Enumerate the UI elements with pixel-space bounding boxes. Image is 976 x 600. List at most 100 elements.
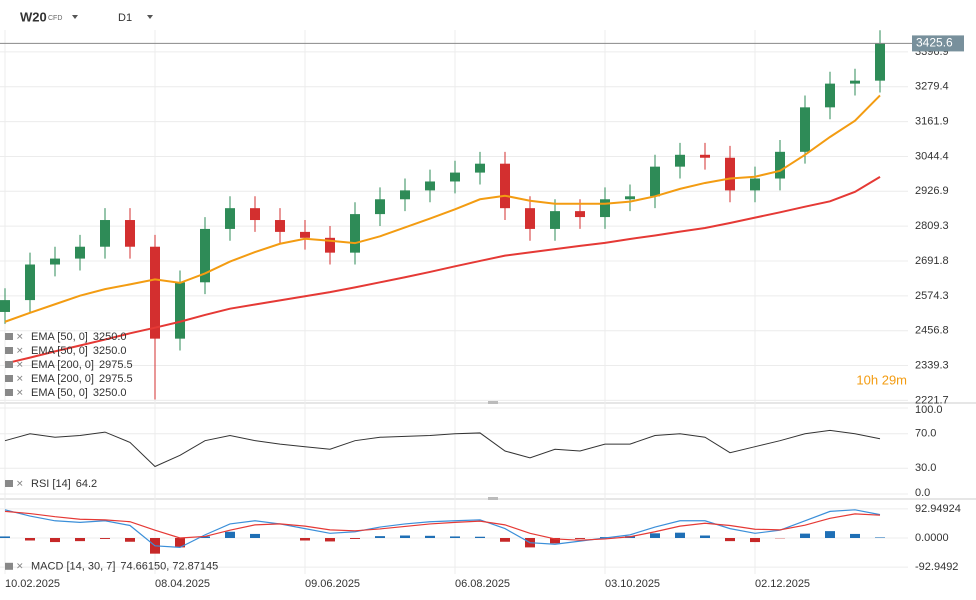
y-tick-label: 2926.9: [915, 185, 949, 197]
histogram-bar: [450, 536, 460, 538]
y-tick-label: 70.0: [915, 428, 936, 440]
y-tick-label: 3044.4: [915, 150, 949, 162]
histogram-bar: [800, 533, 810, 538]
legend-name: EMA [50, 0]: [31, 331, 88, 343]
histogram-bar: [300, 538, 310, 541]
histogram-bar: [75, 538, 85, 542]
x-tick-label: 09.06.2025: [305, 578, 360, 590]
y-tick-label: 100.0: [915, 404, 943, 416]
y-tick-label: 3279.4: [915, 81, 949, 93]
candle-body: [225, 208, 235, 229]
legend-close: ✕: [16, 331, 24, 341]
y-tick-label: 2456.8: [915, 325, 949, 337]
macd-line: [4, 510, 881, 541]
candle-body: [250, 208, 260, 221]
candle-body: [175, 282, 185, 339]
y-tick-label: -92.9492: [915, 561, 958, 573]
y-tick-label: 2221.7: [915, 394, 949, 406]
x-tick-label: 06.08.2025: [455, 578, 510, 590]
candle-body: [350, 214, 360, 253]
candle-body: [25, 264, 35, 301]
legend-close: ✕: [16, 373, 24, 383]
histogram-bar: [325, 538, 335, 542]
y-tick-label: 2691.8: [915, 255, 949, 267]
y-tick-label: 2339.3: [915, 359, 949, 371]
countdown: 10h 29m: [856, 372, 907, 387]
symbol-dropdown[interactable]: [72, 15, 78, 19]
timeframe[interactable]: D1: [118, 12, 132, 24]
pane-handle[interactable]: [488, 497, 498, 500]
legend-name: RSI [14]: [31, 478, 71, 490]
legend-icon: [5, 375, 13, 382]
legend-icon: [5, 562, 13, 570]
y-tick-label: 0.0: [915, 487, 930, 499]
legend-value: 2975.5: [99, 359, 133, 371]
histogram-bar: [400, 535, 410, 538]
histogram-bar: [250, 533, 260, 538]
histogram-bar: [750, 538, 760, 543]
histogram-bar: [225, 531, 235, 538]
histogram-bar: [875, 537, 885, 538]
candle-body: [750, 178, 760, 191]
candle-body: [50, 258, 60, 265]
histogram-bar: [125, 538, 135, 542]
candle-body: [75, 246, 85, 259]
y-tick-label: 2809.3: [915, 220, 949, 232]
candle-body: [875, 43, 885, 81]
legend-close: ✕: [16, 359, 24, 369]
x-tick-label: 10.02.2025: [5, 578, 60, 590]
candle-body: [625, 196, 635, 200]
badge: CFD: [48, 15, 62, 22]
legend-name: EMA [200, 0]: [31, 359, 94, 371]
candle-body: [550, 211, 560, 229]
y-tick-label: 92.94924: [915, 503, 961, 515]
pane-handle[interactable]: [488, 401, 498, 404]
legend-value: 3250.0: [93, 387, 127, 399]
candle-body: [850, 80, 860, 84]
candle-body: [825, 83, 835, 108]
symbol[interactable]: W20: [20, 9, 47, 24]
candle-body: [675, 154, 685, 167]
histogram-bar: [100, 538, 110, 539]
histogram-bar: [500, 538, 510, 542]
histogram-bar: [650, 533, 660, 538]
candle-body: [0, 300, 10, 312]
y-tick-label: 3161.9: [915, 116, 949, 128]
x-tick-label: 02.12.2025: [755, 578, 810, 590]
histogram-bar: [850, 533, 860, 538]
histogram-bar: [550, 538, 560, 544]
histogram-bar: [575, 538, 585, 539]
y-tick-label: 2574.3: [915, 290, 949, 302]
histogram-bar: [175, 538, 185, 548]
candle-body: [650, 166, 660, 197]
candle-body: [325, 237, 335, 253]
histogram-bar: [825, 531, 835, 538]
timeframe-dropdown[interactable]: [147, 15, 153, 19]
candle-body: [125, 220, 135, 247]
candle-body: [600, 199, 610, 218]
candle-body: [100, 220, 110, 247]
histogram-bar: [725, 538, 735, 542]
legend-icon: [5, 333, 13, 340]
candle-body: [375, 199, 385, 215]
candle-body: [700, 154, 710, 158]
legend-value: 64.2: [76, 478, 97, 490]
legend-icon: [5, 347, 13, 354]
legend-icon: [5, 361, 13, 368]
legend-value: 3250.0: [93, 331, 127, 343]
legend-name: MACD [14, 30, 7]: [31, 561, 115, 573]
legend-name: EMA [50, 0]: [31, 345, 88, 357]
candle-body: [400, 190, 410, 200]
candle-body: [450, 172, 460, 182]
price-label: 3425.6: [916, 36, 953, 50]
candle-body: [525, 208, 535, 229]
legend-icon: [5, 480, 13, 487]
legend-name: EMA [200, 0]: [31, 373, 94, 385]
histogram-bar: [25, 538, 35, 541]
rsi-line: [4, 429, 881, 468]
legend-value: 74.66150, 72.87145: [120, 561, 218, 573]
legend-name: EMA [50, 0]: [31, 387, 88, 399]
candle-body: [725, 157, 735, 191]
histogram-bar: [700, 535, 710, 538]
